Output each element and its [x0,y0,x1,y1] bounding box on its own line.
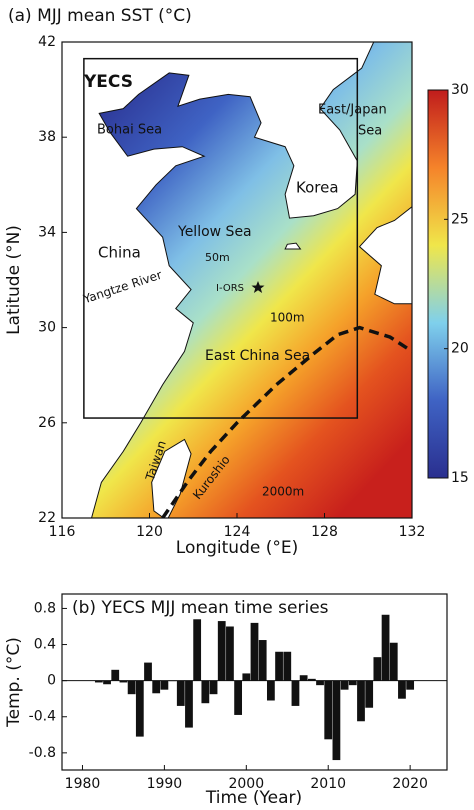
bar [299,675,308,681]
colorbar-tick-label: 25 [451,211,469,227]
map-x-label: Longitude (°E) [176,538,298,558]
taiwan [151,438,192,518]
map-annotation: Yellow Sea [177,224,252,240]
bar [135,680,144,737]
bar [357,680,365,722]
map-annotation: Korea [296,179,339,197]
colorbar-tick-label: 20 [451,341,469,357]
map-annotation: I-ORS [216,283,244,294]
mainland [62,42,375,518]
map-annotation: 100m [270,311,305,325]
bar [266,680,275,701]
y-tick-label: 42 [38,34,56,50]
bar [160,680,169,690]
map-annotation: 50m [205,251,230,264]
bar [226,626,234,681]
bar [316,680,324,686]
yecs-box [83,57,359,419]
y-tick-label: 38 [38,129,56,145]
x-tick-label: 128 [311,524,338,540]
bar [185,680,193,728]
bar [94,680,103,683]
jeju [284,242,302,250]
bar [348,680,357,686]
map-annotation: YECS [83,72,133,92]
kuroshio-path [161,325,412,518]
bar [291,680,300,706]
bar [332,680,341,761]
map-annotation: East/Japan [318,103,387,118]
bar [389,642,398,681]
bar [127,680,136,695]
bar [283,651,292,681]
bar [209,680,218,695]
map-annotation: China [98,244,141,262]
bar [258,640,267,681]
bar [381,614,390,681]
y-tick-label: -0.8 [29,745,56,761]
bar [406,680,415,690]
y-tick-label: 0 [47,673,56,689]
colorbar [427,89,449,479]
map-annotation: 2000m [262,485,304,499]
map-y-label: Latitude (°N) [4,225,24,335]
bar [398,680,406,699]
bar-x-label: Time (Year) [205,788,302,808]
bar [111,669,120,681]
bar [307,678,316,681]
colorbar-tick-label: 30 [451,82,469,98]
bar [201,680,210,704]
y-tick-label: 22 [38,510,56,526]
bar [234,680,243,715]
map-annotation: Sea [358,124,382,139]
x-tick-label: 124 [224,524,251,540]
map-annotation: Bohai Sea [97,123,162,138]
y-tick-label: 0.8 [34,600,56,616]
x-tick-label: 2000 [228,776,264,792]
bar-title: (b) YECS MJJ mean time series [72,598,329,618]
x-tick-label: 1990 [147,776,183,792]
bar [373,657,382,681]
bar [340,680,349,690]
station-star [251,281,265,293]
bar [250,622,259,681]
x-tick-label: 120 [136,524,163,540]
bar [144,662,152,681]
bar [103,680,111,685]
bar [119,680,128,683]
y-tick-label: 30 [38,320,56,336]
bar [242,673,251,681]
bar [193,619,202,681]
y-tick-label: 26 [38,415,56,431]
x-tick-label: 1980 [65,776,101,792]
x-tick-label: 2020 [392,776,428,792]
bar-y-label: Temp. (°C) [4,637,24,728]
bar [365,680,374,708]
bar [275,651,283,681]
y-tick-label: 0.4 [34,637,56,653]
x-tick-label: 132 [399,524,426,540]
japan [358,206,412,305]
bar [217,621,226,681]
x-tick-label: 116 [49,524,76,540]
bar-frame [61,593,448,771]
map-annotation: East China Sea [205,348,310,364]
bar [152,680,161,694]
bar [176,680,185,706]
colorbar-tick-label: 15 [451,470,469,486]
y-tick-label: 34 [38,224,56,240]
bar [324,680,333,740]
x-tick-label: 2010 [310,776,346,792]
map-title: (a) MJJ mean SST (°C) [8,6,192,26]
y-tick-label: -0.4 [29,709,56,725]
map-area [62,42,412,518]
